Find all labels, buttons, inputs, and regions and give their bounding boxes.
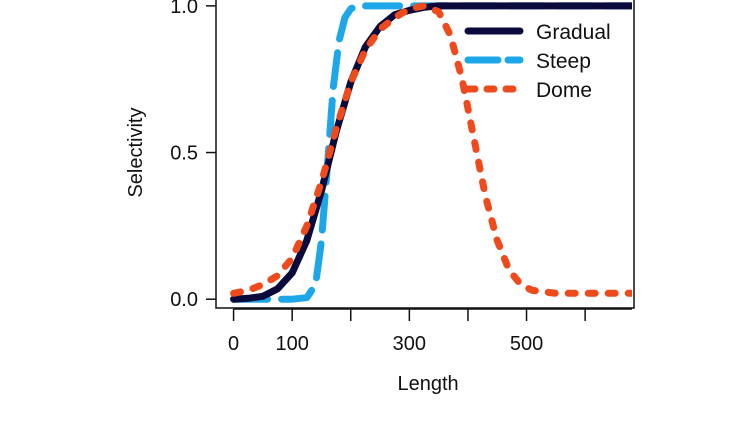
x-tick-label: 500	[510, 333, 543, 355]
y-tick-label: 1.0	[170, 0, 198, 18]
x-axis-title: Length	[398, 373, 459, 395]
x-tick-label: 300	[393, 333, 426, 355]
legend-label-dome: Dome	[536, 79, 592, 102]
x-tick-label: 0	[228, 333, 239, 355]
plot-area	[215, 0, 635, 309]
y-axis-title: Selectivity	[125, 108, 147, 198]
plot-frame	[215, 0, 635, 309]
y-tick-label: 0.0	[170, 289, 198, 311]
series-line-dome	[230, 2, 632, 297]
y-axis: 0.0 0.5 1.0	[170, 0, 216, 311]
y-tick-label: 0.5	[170, 143, 198, 165]
legend: Gradual Steep Dome	[464, 21, 611, 102]
x-tick-label: 100	[275, 333, 308, 355]
series-layer	[230, 2, 632, 303]
x-axis: 0 100 300 500	[228, 308, 632, 355]
legend-label-gradual: Gradual	[536, 21, 611, 44]
legend-label-steep: Steep	[536, 50, 591, 73]
